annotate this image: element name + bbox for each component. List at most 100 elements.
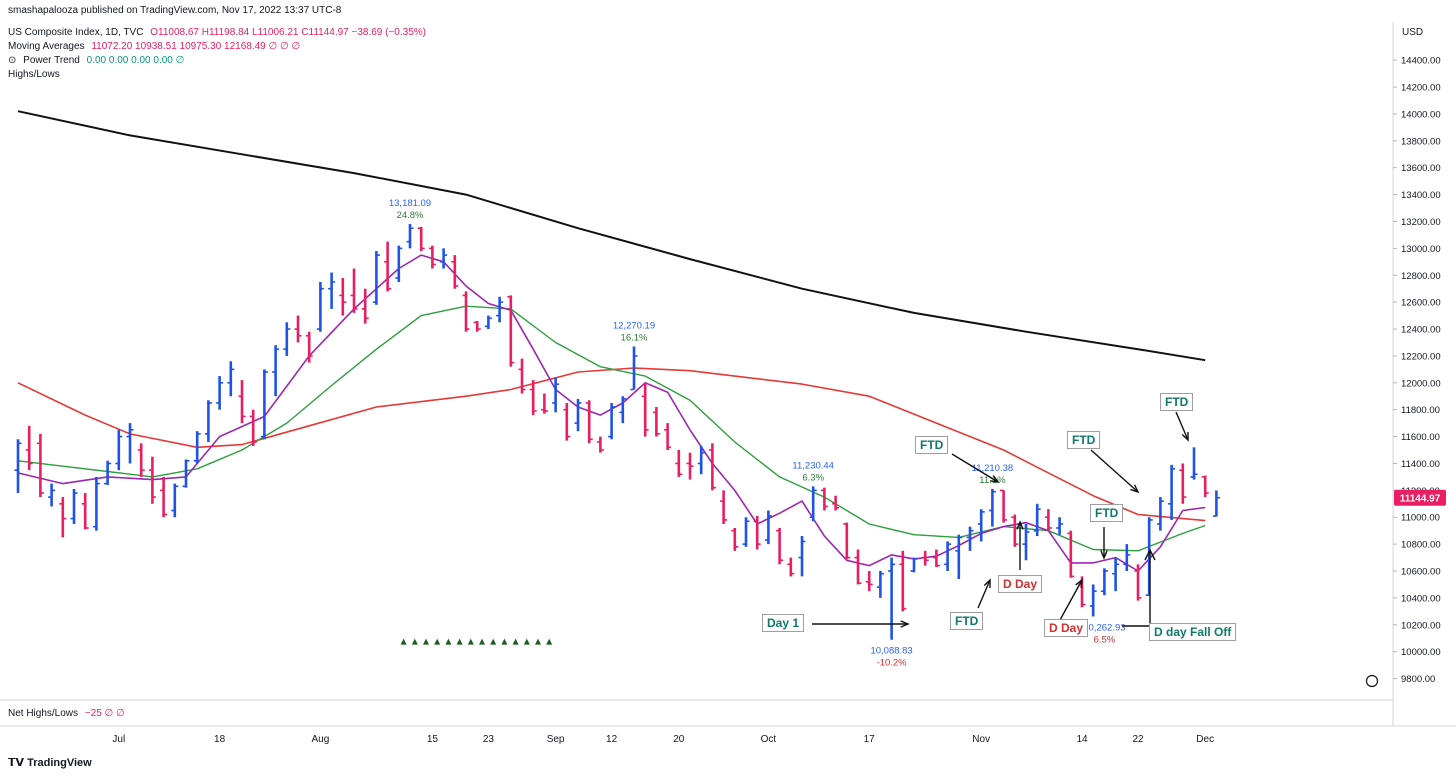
y-tick-label: 12200.00 [1401, 351, 1441, 362]
legend-symbol-row[interactable]: US Composite Index, 1D, TVC O11008.67 H1… [8, 27, 430, 38]
x-tick-label: Oct [761, 734, 777, 745]
ohlc-bar [238, 380, 246, 424]
ohlc-bar [104, 460, 112, 485]
ohlc-bar [843, 522, 851, 559]
ohlc-bar [328, 272, 336, 309]
ohlc-bar [148, 456, 156, 504]
ohlc-bar [406, 224, 414, 249]
ohlc-bar [1134, 564, 1142, 601]
trough-value-label: 10,262.93 [1083, 622, 1125, 633]
peak-pct-label: 6.3% [802, 472, 824, 483]
x-tick-label: 20 [673, 734, 685, 745]
ohlc-bar [820, 487, 828, 511]
power-trend-triangle [445, 638, 452, 645]
legend-power-label: Power Trend [23, 55, 80, 66]
ohlc-bar [25, 425, 33, 471]
x-tick-label: Sep [547, 734, 565, 745]
ohlc-bar [977, 509, 985, 542]
ohlc-bar [574, 398, 582, 432]
annotation-arrowhead [1100, 550, 1108, 560]
ohlc-bar [484, 315, 492, 330]
ohlc-bar [798, 536, 806, 577]
ohlc-bar [619, 396, 627, 424]
ohlc-bar [1000, 489, 1008, 523]
ohlc-bar [910, 557, 918, 573]
ohlc-bar [372, 251, 380, 305]
annotation-arrow [1059, 579, 1083, 621]
y-tick-label: 13800.00 [1401, 136, 1441, 147]
ohlc-bar [137, 443, 145, 477]
legend-ohlc: O11008.67 H11198.84 L11006.21 C11144.97 … [150, 27, 426, 38]
x-tick-label: 17 [864, 734, 876, 745]
ohlc-bar [81, 493, 89, 530]
y-tick-label: 11800.00 [1401, 405, 1440, 416]
ohlc-bar [193, 431, 201, 464]
x-tick-label: 12 [606, 734, 618, 745]
ohlc-bar [171, 483, 179, 518]
ohlc-bar [764, 510, 772, 545]
power-trend-triangle [501, 638, 508, 645]
ohlc-bar [686, 452, 694, 480]
x-tick-label: 23 [483, 734, 495, 745]
power-trend-triangle [456, 638, 463, 645]
ohlc-bar [608, 402, 616, 440]
ohlc-bar [59, 497, 67, 538]
legend-ma-row[interactable]: Moving Averages 11072.20 10938.51 10975.… [8, 41, 304, 52]
ohlc-bar [832, 495, 840, 511]
y-tick-label: 9800.00 [1401, 674, 1435, 685]
distribution-day-label: D Day [1044, 619, 1089, 637]
ohlc-bar [115, 429, 123, 471]
power-trend-triangle [467, 638, 474, 645]
annotation-arrow [1175, 411, 1189, 441]
trough-value-label: 10,088.83 [870, 646, 912, 657]
peak-pct-label: 24.8% [397, 210, 424, 221]
y-tick-label: 11400.00 [1401, 459, 1440, 470]
legend-power-row[interactable]: ⊙ Power Trend 0.00 0.00 0.00 0.00 ∅ [8, 55, 188, 66]
ohlc-bar [316, 281, 324, 332]
ohlc-bar [876, 571, 884, 598]
y-tick-label: 14400.00 [1401, 56, 1441, 67]
ohlc-bar [249, 409, 257, 446]
annotation-arrowhead [1130, 484, 1140, 494]
power-trend-triangle [523, 638, 530, 645]
ohlc-bar [966, 526, 974, 551]
ma-long-line [17, 110, 1206, 362]
power-trend-triangle [512, 638, 519, 645]
ohlc-bar [473, 320, 481, 332]
ohlc-bar [305, 331, 313, 363]
ohlc-bar [48, 483, 56, 507]
ohlc-bar [932, 549, 940, 567]
legend-power-values: 0.00 0.00 0.00 0.00 ∅ [86, 55, 185, 66]
ohlc-bar [462, 291, 470, 332]
ohlc-bar [1212, 490, 1220, 517]
ohlc-bar [1100, 568, 1108, 596]
annotation-arrow [1090, 449, 1139, 493]
y-tick-label: 13400.00 [1401, 190, 1441, 201]
peak-value-label: 13,181.09 [389, 198, 431, 209]
subpane-legend[interactable]: Net Highs/Lows −25 ∅ ∅ [8, 708, 129, 719]
ohlc-bar [216, 376, 224, 410]
ohlc-bar [440, 248, 448, 269]
distribution-day-label: D Day [998, 575, 1043, 593]
ohlc-bar [361, 288, 369, 324]
peak-pct-label: 16.1% [621, 333, 648, 344]
annotation-arrowhead [1144, 548, 1156, 561]
ohlc-bar [428, 245, 436, 269]
annotation-arrowhead [989, 475, 1000, 483]
ohlc-bar [731, 527, 739, 551]
currency-label: USD [1402, 27, 1424, 38]
legend-highs-lows[interactable]: Highs/Lows [8, 69, 60, 80]
ohlc-bar [204, 400, 212, 442]
ohlc-bar [92, 476, 100, 531]
ohlc-bar [1011, 514, 1019, 547]
peak-value-label: 11,230.44 [792, 460, 834, 471]
watermark: 𝗧𝗩 TradingView [8, 756, 92, 769]
power-trend-icon: ⊙ [8, 55, 17, 66]
ohlc-bar [854, 549, 862, 585]
ohlc-bar [1022, 523, 1030, 561]
y-tick-label: 12400.00 [1401, 325, 1441, 336]
y-tick-label: 11000.00 [1401, 513, 1440, 524]
scale-mode-icon [1365, 674, 1379, 688]
legend-ma-label: Moving Averages [8, 41, 85, 52]
